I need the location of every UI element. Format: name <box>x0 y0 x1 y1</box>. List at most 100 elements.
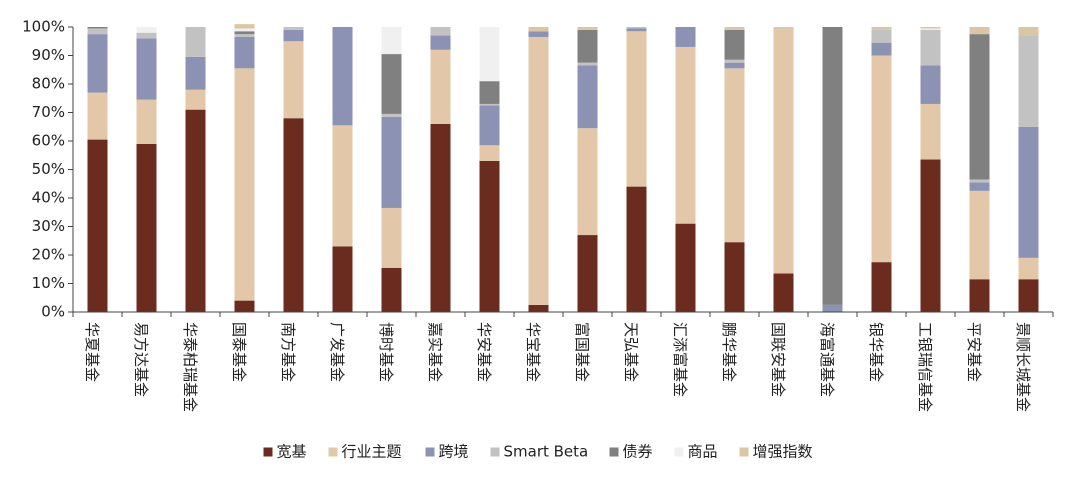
legend-swatch <box>425 447 435 457</box>
bar-segment <box>577 65 598 129</box>
x-tick-label: 景顺长城基金 <box>1014 322 1032 412</box>
x-tick-label: 海富通基金 <box>818 322 836 397</box>
legend-label: 宽基 <box>277 443 307 461</box>
x-tick-label: 天弘基金 <box>622 322 640 382</box>
x-tick-label: 国泰基金 <box>230 322 248 382</box>
bar-segment <box>577 235 598 312</box>
bar-segment <box>381 54 402 114</box>
legend-swatch <box>739 447 749 457</box>
bar-segment <box>577 27 598 30</box>
bar-segment <box>675 27 696 47</box>
bar-segment <box>430 123 451 313</box>
bar-segment <box>969 34 990 180</box>
bar-segment <box>920 27 941 29</box>
bar-segment <box>969 190 990 280</box>
bar-segment <box>724 29 745 60</box>
bar-segment <box>626 31 647 187</box>
legend-label: 增强指数 <box>753 443 813 461</box>
bar-segment <box>969 279 990 312</box>
bar-segment <box>724 68 745 243</box>
x-tick-label: 华泰柏瑞基金 <box>181 322 199 412</box>
bar-segment <box>626 28 647 32</box>
x-tick-label: 富国基金 <box>573 322 591 382</box>
bar-segment <box>1018 35 1039 127</box>
x-tick-label: 鹏华基金 <box>720 322 738 382</box>
bar-segment <box>675 223 696 312</box>
y-tick-label: 10% <box>32 274 65 292</box>
axes <box>72 27 1053 313</box>
bar-segment <box>234 28 255 32</box>
y-tick-label: 100% <box>22 18 65 36</box>
bar-segment <box>871 262 892 313</box>
x-tick-label: 广发基金 <box>328 322 346 382</box>
legend-label: 债券 <box>623 443 653 461</box>
legend: 宽基 行业主题 跨境 Smart Beta 债券 商品 增强指数 <box>263 443 813 461</box>
bar-segment <box>479 103 500 106</box>
legend-item: 债券 <box>609 443 653 461</box>
bar-segment <box>332 246 353 312</box>
bar-segment <box>332 125 353 247</box>
bar-area <box>87 24 1039 313</box>
y-tick-label: 60% <box>32 132 65 150</box>
bar-segment <box>381 27 402 55</box>
bar-segment <box>479 81 500 104</box>
bar-segment <box>185 27 206 57</box>
bar-segment <box>528 27 549 32</box>
bar-segment <box>920 29 941 66</box>
bar-segment <box>87 34 108 93</box>
bar-segment <box>969 182 990 191</box>
x-tick-label: 平安基金 <box>965 322 983 382</box>
x-tick-label: 工银瑞信基金 <box>916 322 934 412</box>
y-tick-label: 70% <box>32 103 65 121</box>
bar-segment <box>724 27 745 30</box>
x-tick-label: 国联安基金 <box>769 322 787 397</box>
bar-segment <box>283 118 304 312</box>
bar-segment <box>969 27 990 35</box>
bar-segment <box>1018 126 1039 258</box>
bar-segment <box>724 59 745 63</box>
bar-segment <box>1018 27 1039 36</box>
bar-segment <box>479 145 500 161</box>
bar-segment <box>822 304 843 313</box>
legend-item: 跨境 <box>425 443 469 461</box>
bar-segment <box>185 109 206 313</box>
y-tick-label: 40% <box>32 189 65 207</box>
bar-segment <box>87 139 108 312</box>
bar-segment <box>234 68 255 301</box>
bar-segment <box>577 62 598 66</box>
legend-label: 行业主题 <box>342 443 402 461</box>
x-axis-ticks: 华夏基金 易方达基金 华泰柏瑞基金 国泰基金 南方基金 广发基金 博时基金 嘉实基金 华安基金 华… <box>72 312 1054 412</box>
legend-label: Smart Beta <box>504 443 589 461</box>
legend-item: 增强指数 <box>739 443 813 461</box>
bar-segment <box>185 89 206 110</box>
x-tick-label: 易方达基金 <box>132 322 150 397</box>
legend-label: 商品 <box>688 443 718 461</box>
bar-segment <box>332 27 353 126</box>
bar-segment <box>528 304 549 313</box>
legend-swatch <box>609 447 619 457</box>
bar-segment <box>969 179 990 183</box>
legend-item: 商品 <box>674 443 718 461</box>
y-tick-label: 50% <box>32 160 65 178</box>
x-tick-label: 华夏基金 <box>83 322 101 382</box>
bar-segment <box>234 36 255 69</box>
y-tick-label: 80% <box>32 75 65 93</box>
bar-segment <box>773 273 794 312</box>
legend-item: 行业主题 <box>328 443 402 461</box>
bar-segment <box>381 207 402 268</box>
bar-segment <box>381 267 402 312</box>
x-tick-label: 南方基金 <box>279 322 297 382</box>
y-axis-ticks: 0% 10% 20% 30% 40% 50% 60% 70% 80% 90% 100% <box>22 18 73 321</box>
bar-segment <box>136 32 157 39</box>
bar-segment <box>234 300 255 312</box>
bar-segment <box>430 27 451 36</box>
legend-swatch <box>490 447 500 457</box>
bar-segment <box>871 27 892 30</box>
bar-segment <box>724 62 745 69</box>
bar-segment <box>283 27 304 30</box>
x-tick-label: 汇添富基金 <box>671 322 689 397</box>
bar-segment <box>626 27 647 29</box>
legend-item: 宽基 <box>263 443 307 461</box>
bar-segment <box>136 99 157 144</box>
